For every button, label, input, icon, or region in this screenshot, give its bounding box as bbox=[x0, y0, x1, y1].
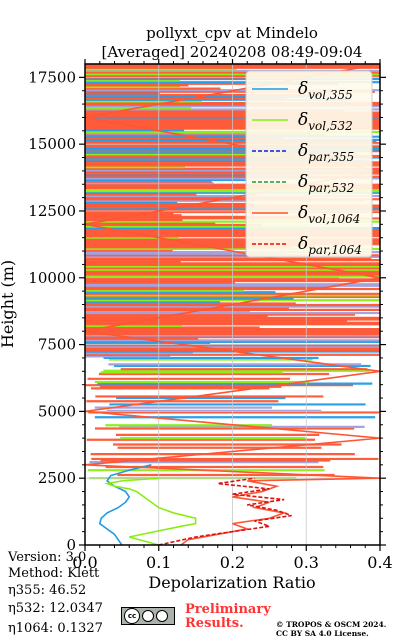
series-layer bbox=[84, 63, 381, 546]
preliminary-note: Preliminary Results. bbox=[185, 602, 271, 632]
x-axis-label: Depolarization Ratio bbox=[148, 573, 315, 592]
version-text: Version: 3.0 bbox=[8, 550, 87, 565]
legend-subscript: vol,355 bbox=[308, 88, 353, 102]
series-line bbox=[158, 477, 292, 546]
series-line bbox=[104, 477, 197, 546]
y-tick-label: 2500 bbox=[38, 469, 76, 487]
legend-box bbox=[245, 70, 373, 258]
x-tick-label: 0.4 bbox=[367, 553, 392, 572]
cc-circle-icon: cc bbox=[124, 608, 140, 624]
x-tick-label: 0.3 bbox=[294, 553, 319, 572]
y-tick-label: 7500 bbox=[38, 336, 76, 354]
y-tick-label: 0 bbox=[66, 536, 76, 554]
eta532-text: η532: 12.0347 bbox=[8, 601, 103, 616]
series-line bbox=[98, 464, 152, 546]
share-alike-icon bbox=[156, 610, 168, 622]
legend-subscript: par,355 bbox=[308, 150, 354, 164]
legend-subscript: par,532 bbox=[308, 181, 354, 195]
legend-subscript: par,1064 bbox=[308, 243, 362, 257]
attribution-icon bbox=[142, 610, 154, 622]
legend-subscript: vol,532 bbox=[308, 119, 353, 133]
method-text: Method: Klett bbox=[8, 566, 100, 581]
chart-title-line2: [Averaged] 20240208 08:49-09:04 bbox=[102, 43, 363, 61]
x-tick-label: 0.0 bbox=[72, 553, 97, 572]
legend-subscript: vol,1064 bbox=[308, 212, 360, 226]
y-tick-label: 12500 bbox=[28, 202, 76, 220]
eta1064-text: η1064: 0.1327 bbox=[8, 621, 103, 636]
results-label: Results. bbox=[185, 616, 244, 632]
copyright-note: © TROPOS & OSCM 2024. CC BY SA 4.0 Licen… bbox=[276, 620, 386, 639]
legend: δvol,355δvol,532δpar,355δpar,532δvol,106… bbox=[245, 70, 373, 258]
y-tick-label: 15000 bbox=[28, 135, 76, 153]
preliminary-label: Preliminary bbox=[185, 602, 271, 617]
y-tick-label: 17500 bbox=[28, 68, 76, 86]
y-tick-label: 10000 bbox=[28, 269, 76, 287]
chart-title-line1: pollyxt_cpv at Mindelo bbox=[146, 24, 318, 42]
cc-license-icon: cc bbox=[121, 607, 175, 625]
y-tick-label: 5000 bbox=[38, 402, 76, 420]
x-tick-label: 0.2 bbox=[220, 553, 245, 572]
eta355-text: η355: 46.52 bbox=[8, 583, 87, 598]
axes: 0.0 0.1 0.2 0.3 0.4 0 2500 5000 7500 10000 12500 15… bbox=[28, 59, 393, 572]
copyright-line2: CC BY SA 4.0 License. bbox=[276, 629, 369, 639]
copyright-line1: © TROPOS & OSCM 2024. bbox=[276, 620, 387, 629]
series-line bbox=[84, 63, 381, 546]
x-tick-label: 0.1 bbox=[146, 553, 171, 572]
y-axis-label: Height (m) bbox=[0, 260, 17, 348]
